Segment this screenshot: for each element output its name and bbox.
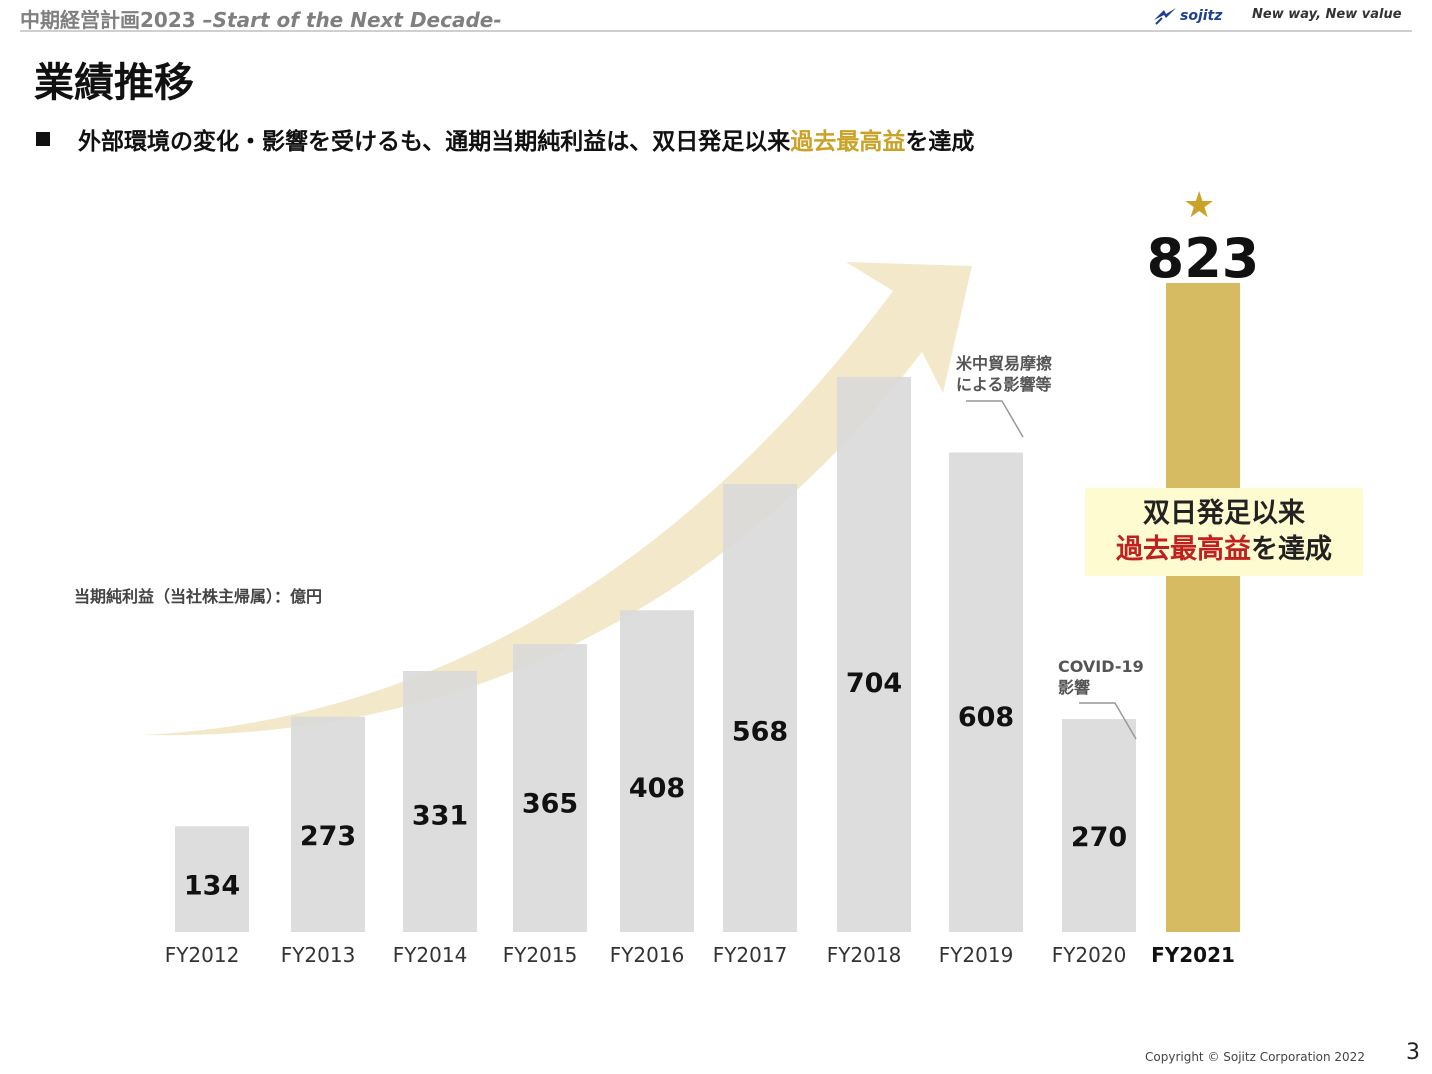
headline-pre: 外部環境の変化・影響を受けるも、通期当期純利益は、双日発足以来 — [78, 129, 791, 155]
x-tick-FY2014: FY2014 — [393, 943, 468, 967]
x-tick-FY2021: FY2021 — [1151, 943, 1235, 967]
value-label-FY2016: 408 — [629, 773, 685, 804]
deck-title-en: –Start of the Next Decade- — [195, 8, 502, 32]
headline-bullet: 外部環境の変化・影響を受けるも、通期当期純利益は、双日発足以来過去最高益を達成 — [36, 122, 974, 156]
record-profit-box: 双日発足以来 過去最高益を達成 — [1085, 488, 1363, 576]
bar-FY2020 — [1062, 719, 1136, 932]
growth-arrow — [142, 262, 972, 736]
x-tick-FY2012: FY2012 — [165, 943, 240, 967]
record-box-highlight: 過去最高益 — [1116, 534, 1251, 565]
trade-friction-line2: による影響等 — [956, 375, 1052, 394]
deck-title-jp: 中期経営計画2023 — [20, 8, 196, 32]
bar-FY2012 — [175, 826, 249, 932]
value-label-FY2014: 331 — [412, 801, 468, 832]
value-label-FY2017: 568 — [732, 716, 788, 747]
record-box-line1: 双日発足以来 — [1143, 498, 1305, 529]
deck-title: 中期経営計画2023 –Start of the Next Decade- — [20, 4, 502, 33]
bar-FY2013 — [291, 716, 365, 932]
covid-line1: COVID-19 — [1058, 657, 1144, 676]
value-label-FY2015: 365 — [522, 788, 578, 819]
x-tick-FY2016: FY2016 — [610, 943, 685, 967]
logo-mark-icon — [1154, 8, 1176, 25]
page-number: 3 — [1406, 1040, 1420, 1065]
bar-FY2016 — [620, 610, 694, 932]
bar-FY2017 — [723, 484, 797, 932]
copyright: Copyright © Sojitz Corporation 2022 — [1145, 1050, 1365, 1064]
trade-friction-line1: 米中貿易摩擦 — [956, 354, 1053, 373]
covid-note: COVID-19 影響 — [1058, 656, 1144, 698]
value-label-FY2021: 823 — [1147, 227, 1260, 290]
square-bullet-icon — [36, 132, 50, 146]
trade-friction-note: 米中貿易摩擦 による影響等 — [956, 353, 1052, 395]
headline-post: を達成 — [905, 129, 975, 155]
value-label-FY2019: 608 — [958, 702, 1014, 733]
callout-line-trade — [966, 400, 1024, 438]
x-tick-FY2017: FY2017 — [713, 943, 788, 967]
page-title: 業績推移 — [34, 60, 194, 106]
value-label-FY2020: 270 — [1071, 822, 1127, 853]
x-tick-FY2018: FY2018 — [827, 943, 902, 967]
bar-FY2019 — [949, 452, 1023, 932]
value-label-FY2013: 273 — [300, 821, 356, 852]
header-divider — [20, 30, 1412, 32]
callout-line-covid — [1079, 702, 1137, 740]
x-tick-FY2013: FY2013 — [281, 943, 356, 967]
covid-line2: 影響 — [1058, 678, 1091, 697]
headline-text: 外部環境の変化・影響を受けるも、通期当期純利益は、双日発足以来過去最高益を達成 — [78, 122, 974, 156]
value-label-FY2018: 704 — [846, 668, 902, 699]
x-tick-FY2020: FY2020 — [1052, 943, 1127, 967]
record-box-post: を達成 — [1251, 534, 1332, 565]
value-label-FY2012: 134 — [184, 870, 240, 901]
record-box-line2: 過去最高益を達成 — [1116, 532, 1332, 568]
star-icon: ★ — [1183, 185, 1216, 226]
headline-highlight: 過去最高益 — [790, 129, 906, 155]
x-tick-FY2015: FY2015 — [503, 943, 578, 967]
slogan: New way, New value — [1252, 7, 1402, 22]
logo-text: sojitz — [1180, 8, 1223, 24]
bar-FY2018 — [837, 376, 911, 932]
bar-FY2021 — [1166, 283, 1240, 932]
y-axis-unit-label: 当期純利益（当社株主帰属）：億円 — [74, 587, 323, 606]
x-tick-FY2019: FY2019 — [939, 943, 1014, 967]
bar-FY2014 — [403, 670, 477, 932]
sojitz-logo: sojitz — [1152, 4, 1222, 28]
bar-FY2015 — [513, 644, 587, 932]
